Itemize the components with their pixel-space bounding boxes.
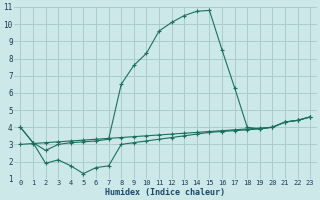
X-axis label: Humidex (Indice chaleur): Humidex (Indice chaleur)	[105, 188, 225, 197]
